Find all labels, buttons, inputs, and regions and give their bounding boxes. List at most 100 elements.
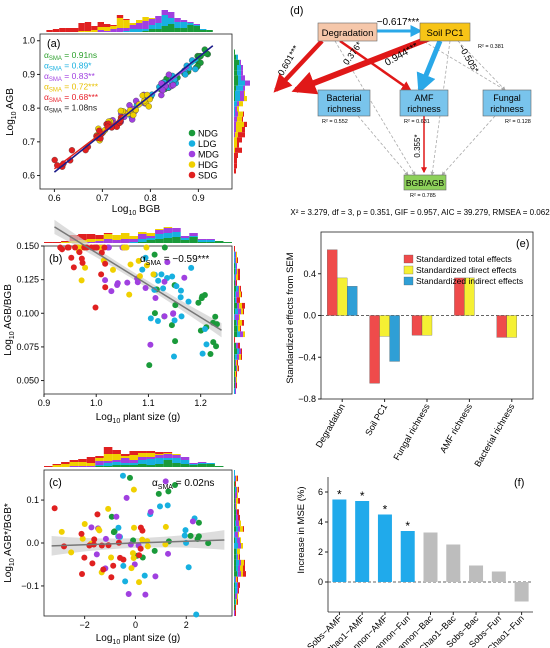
histogram-bar (235, 106, 237, 112)
alpha-subscript: SMA (49, 109, 62, 115)
histogram-bar (235, 503, 236, 510)
histogram-bar (236, 554, 237, 560)
histogram-bar (234, 96, 235, 102)
histogram-bar (120, 465, 130, 467)
data-point (144, 543, 151, 550)
node-amf (399, 89, 449, 117)
data-point (51, 505, 58, 512)
histogram-bar (237, 320, 238, 326)
histogram-bar (180, 236, 190, 238)
x-tick-label: 0.9 (38, 398, 51, 408)
data-point (127, 261, 134, 268)
histogram-bar (234, 80, 238, 86)
data-point (135, 257, 142, 264)
histogram-bar (138, 242, 147, 243)
histogram-bar (168, 12, 175, 18)
histogram-bar (244, 559, 245, 566)
bar (327, 249, 338, 316)
histogram-bar (206, 239, 215, 240)
histogram-bar (223, 242, 232, 243)
histogram-bar (234, 481, 235, 487)
histogram-bar (193, 25, 200, 26)
histogram-bar (129, 25, 136, 29)
histogram-bar (155, 229, 164, 230)
histogram-bar (235, 486, 236, 493)
histogram-bar (112, 465, 121, 467)
data-point (102, 535, 109, 542)
x-tick-label: 1.0 (90, 398, 103, 408)
data-point (152, 295, 159, 302)
histogram-bar (180, 238, 190, 240)
significance-star: * (405, 519, 410, 533)
significance-star: * (383, 503, 388, 517)
histogram-bar (138, 232, 147, 234)
bar (506, 315, 517, 338)
histogram-bar (241, 354, 242, 360)
histogram-bar (238, 531, 239, 538)
histogram-bar (238, 587, 239, 594)
data-point (195, 519, 202, 526)
data-point (181, 532, 188, 539)
data-point (108, 288, 115, 295)
histogram-bar (234, 509, 236, 515)
x-tick-label: Soil PC1 (363, 402, 389, 437)
histogram-bar (240, 537, 241, 543)
histogram-bar (52, 465, 62, 467)
data-point (187, 532, 194, 539)
legend-label: SDG (198, 171, 218, 181)
bar (389, 315, 400, 362)
histogram-bar (234, 101, 237, 107)
histogram-bar (129, 455, 138, 460)
data-point (109, 266, 116, 273)
histogram-bar (86, 466, 96, 467)
panel-c-x-ticks: −2 0 2 (80, 616, 189, 630)
panel-b-fit-line (54, 226, 222, 331)
data-point (91, 536, 98, 543)
histogram-bar (235, 291, 236, 298)
data-point (139, 536, 146, 543)
histogram-bar (234, 365, 236, 372)
histogram-bar (197, 242, 207, 243)
histogram-bar (239, 348, 241, 355)
histogram-bar (234, 246, 235, 252)
data-point (100, 566, 107, 573)
histogram-bar (189, 463, 198, 464)
histogram-bar (180, 22, 188, 28)
histogram-bar (234, 302, 237, 309)
histogram-bar (180, 240, 190, 243)
histogram-bar (110, 29, 117, 32)
data-point (58, 528, 65, 535)
x-tick-label: 1.2 (194, 398, 207, 408)
histogram-bar (234, 554, 236, 560)
histogram-bar (235, 308, 238, 315)
node-bacterial-label-2: richness (327, 104, 361, 114)
histogram-bar (116, 18, 124, 28)
panel-d-sem-diagram: (d) −0.617*** 0.601*** 0.376* 0.944*** −… (273, 5, 550, 217)
histogram-bar (95, 241, 104, 243)
y-tick-label: 4 (318, 517, 323, 527)
panel-d-fit-stats: X² = 3.279, df = 3, p = 0.351, GIF = 0.9… (290, 208, 550, 217)
histogram-bar (189, 236, 198, 237)
histogram-bar (235, 576, 236, 583)
alpha-annotation: αSMA = 0.89* (44, 61, 92, 73)
data-point (88, 524, 95, 531)
alpha-value: = 1.08ns (62, 103, 97, 113)
histogram-bar (91, 30, 98, 32)
histogram-bar (197, 463, 207, 464)
y-tick-label: 0.075 (16, 342, 39, 352)
histogram-bar (235, 520, 236, 527)
histogram-bar (59, 28, 66, 32)
panel-f-y-ticks: 0 2 4 6 (318, 487, 328, 587)
alpha-subscript: SMA (49, 88, 62, 94)
histogram-bar (44, 466, 53, 467)
histogram-bar (240, 90, 244, 96)
histogram-bar (235, 388, 236, 394)
node-fungal (482, 89, 532, 117)
legend-marker (188, 140, 196, 147)
histogram-bar (155, 29, 162, 32)
histogram-bar (146, 459, 156, 465)
histogram-bar (235, 492, 237, 499)
path-deg-bgb (334, 40, 416, 176)
